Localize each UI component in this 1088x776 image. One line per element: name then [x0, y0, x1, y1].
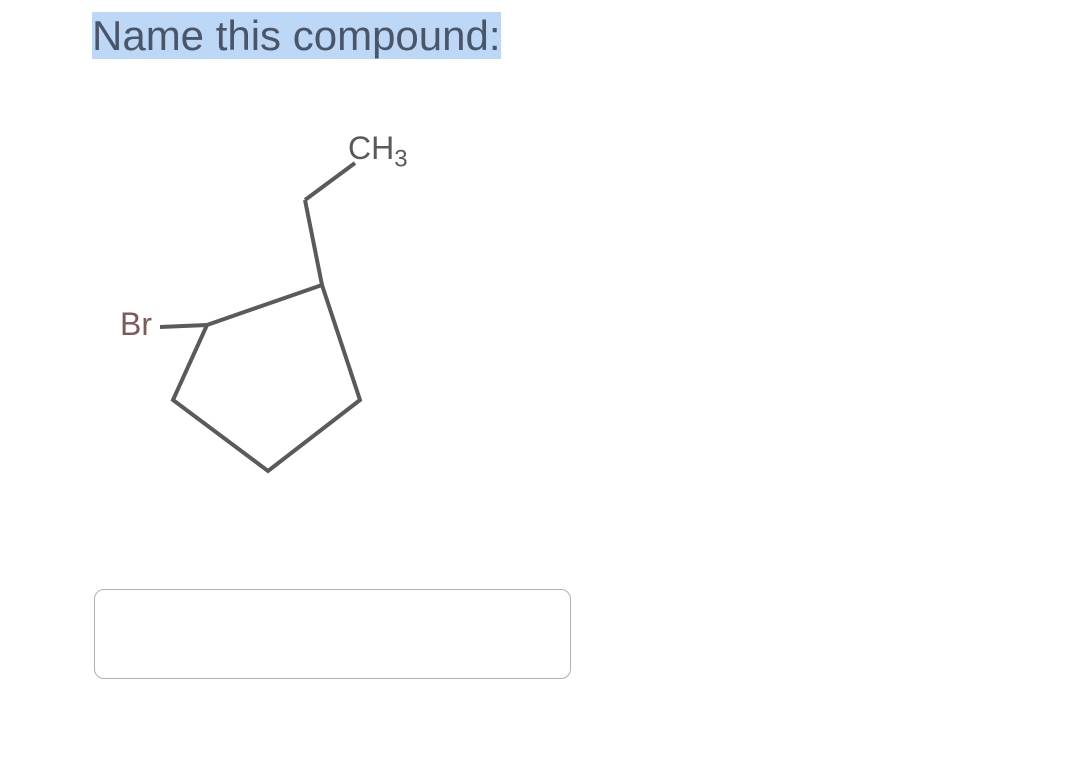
question-title-text: Name this compound:: [92, 12, 501, 59]
ch3-text: CH: [348, 130, 394, 166]
ethyl-bond-1: [305, 200, 322, 285]
molecule-diagram: Br CH3: [100, 130, 500, 530]
br-atom-label: Br: [120, 306, 152, 343]
br-bond: [160, 325, 207, 327]
molecule-svg: [100, 130, 500, 530]
cyclopentane-ring: [173, 285, 360, 471]
question-title: Name this compound:: [92, 12, 501, 60]
answer-input[interactable]: [94, 589, 571, 679]
ch3-atom-label: CH3: [348, 130, 408, 173]
ch3-subscript: 3: [394, 145, 407, 172]
